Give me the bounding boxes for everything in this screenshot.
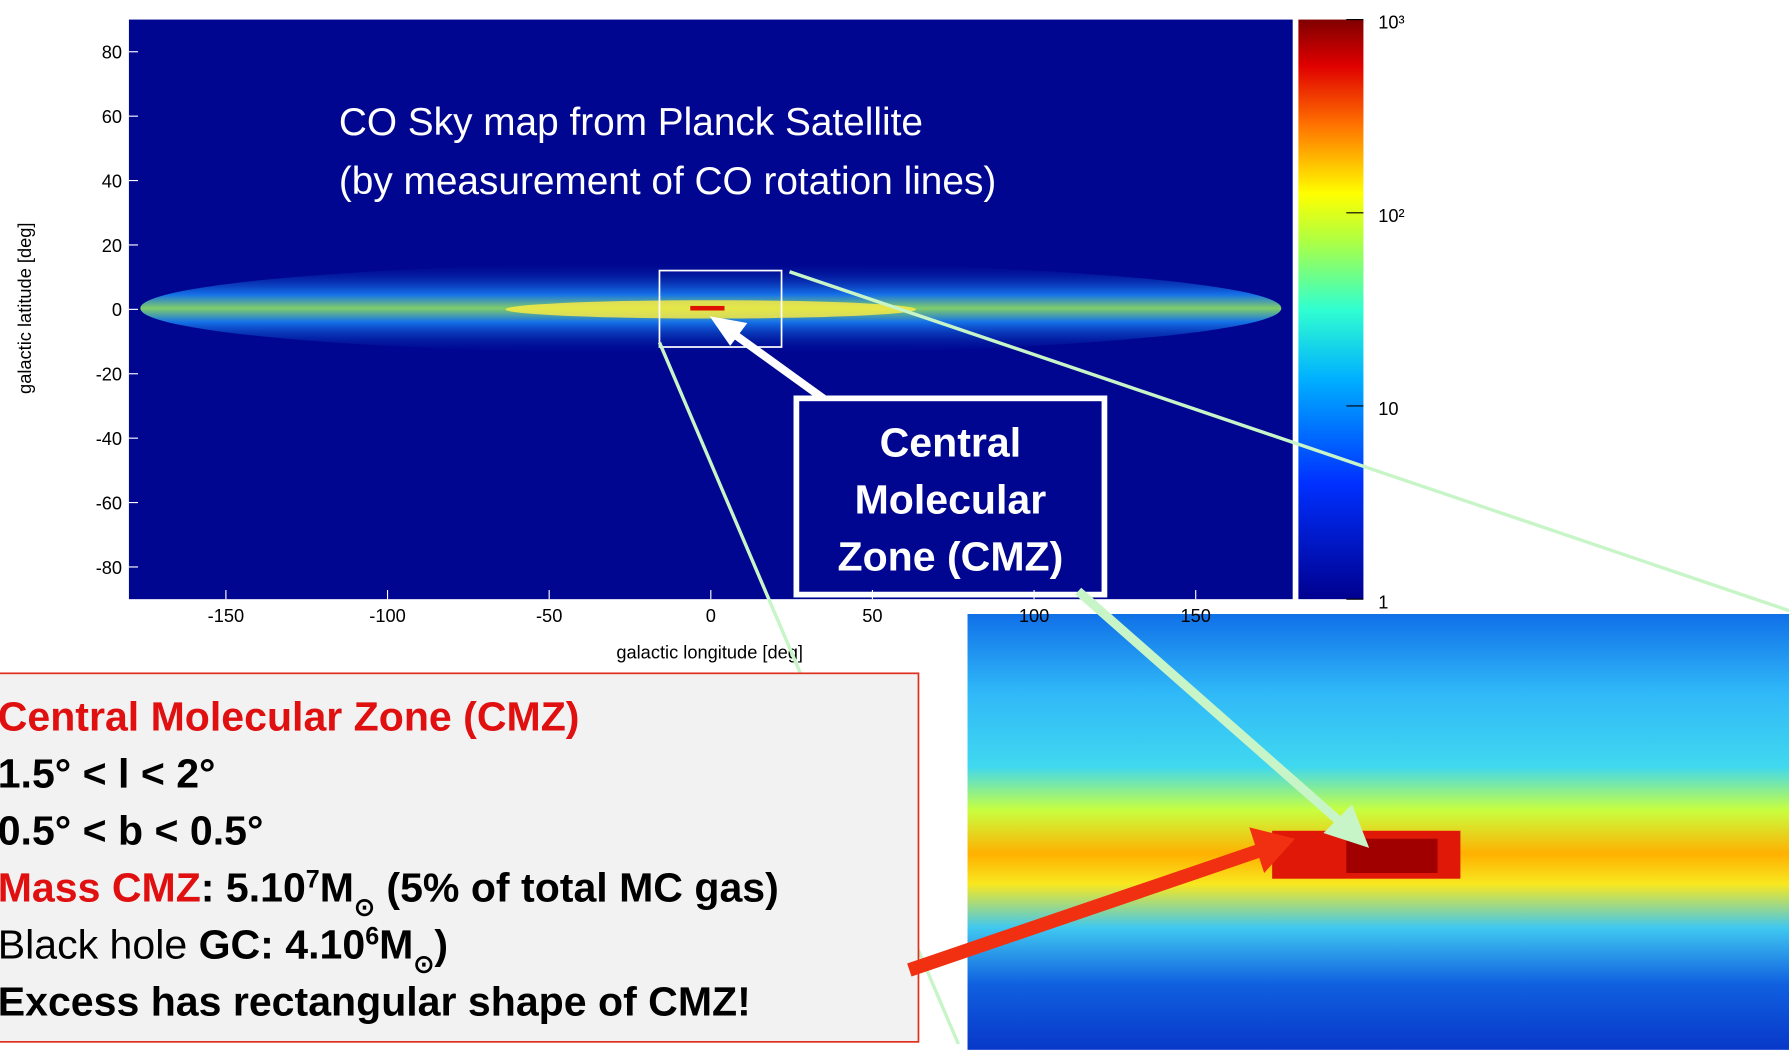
colorbar-tick-label: 1 [1378, 591, 1388, 612]
y-tick-label: 80 [102, 42, 122, 63]
zoom-region [658, 269, 783, 348]
colorbar-tick-label: 10 [1378, 398, 1398, 419]
info-text: ) [434, 922, 448, 968]
info-text: 6 [365, 923, 379, 951]
map-center [690, 305, 725, 311]
x-tick-label: -100 [369, 605, 406, 626]
callout-text: Central [880, 420, 1021, 466]
info-text: Black hole [0, 922, 199, 968]
info-text: (5% of total MC gas) [375, 865, 779, 911]
x-tick-label: 50 [862, 605, 882, 626]
green-arrow [1075, 587, 1350, 831]
colorbar [1298, 19, 1364, 600]
info-text: ⊙ [413, 951, 434, 979]
info-text: Central Molecular Zone (CMZ) [0, 693, 579, 739]
info-text: M [379, 922, 413, 968]
y-tick-label: -80 [96, 557, 122, 578]
info-text: M [320, 865, 354, 911]
connector-line [788, 270, 1789, 613]
map-subtitle: (by measurement of CO rotation lines) [339, 160, 996, 203]
y-tick-label: 60 [102, 106, 122, 127]
red-arrow [907, 843, 1263, 977]
y-tick-label: 0 [112, 299, 122, 320]
info-line: Mass CMZ: 5.107M⊙ (5% of total MC gas) [0, 865, 779, 922]
y-tick-label: -60 [96, 492, 122, 513]
info-text: ⊙ [354, 894, 375, 922]
y-axis-label: galactic latitude [deg] [14, 222, 35, 393]
y-tick-label: 20 [102, 235, 122, 256]
x-tick-label: 0 [706, 605, 716, 626]
info-text: : 5.10 [201, 865, 306, 911]
map-title: CO Sky map from Planck Satellite [339, 101, 923, 144]
green-arrow-head [1323, 804, 1370, 848]
x-tick-label: -150 [208, 605, 245, 626]
red-arrow-head [1249, 827, 1295, 873]
x-tick-label: 150 [1180, 605, 1210, 626]
x-axis-label: galactic longitude [deg] [616, 641, 803, 662]
callout-text: Zone (CMZ) [838, 534, 1064, 580]
colorbar-tick-label: 10² [1378, 205, 1404, 226]
info-box [0, 672, 920, 1043]
y-tick-label: -40 [96, 428, 122, 449]
callout-text: Molecular [855, 477, 1047, 523]
info-line: Central Molecular Zone (CMZ) [0, 693, 579, 739]
info-text: Mass CMZ [0, 865, 201, 911]
info-line: 1.5° < l < 2° [0, 750, 215, 796]
info-line: Excess has rectangular shape of CMZ! [0, 979, 751, 1025]
y-tick-label: -20 [96, 364, 122, 385]
info-text: 0.5° < b < 0.5° [0, 807, 263, 853]
y-tick-label: 40 [102, 170, 122, 191]
info-line: 0.5° < b < 0.5° [0, 807, 263, 853]
info-text: GC: 4.10 [199, 922, 366, 968]
x-tick-label: -50 [536, 605, 562, 626]
info-text: 1.5° < l < 2° [0, 750, 215, 796]
info-line: Black hole GC: 4.106M⊙) [0, 922, 448, 979]
sky-map [128, 19, 1293, 600]
callout-box [793, 395, 1108, 598]
arrow-head [709, 316, 748, 346]
colorbar-tick-label: 10³ [1378, 12, 1404, 33]
x-tick-label: 100 [1019, 605, 1049, 626]
zoom-image [967, 613, 1789, 1050]
info-text: Excess has rectangular shape of CMZ! [0, 979, 751, 1025]
info-text: 7 [306, 866, 320, 894]
